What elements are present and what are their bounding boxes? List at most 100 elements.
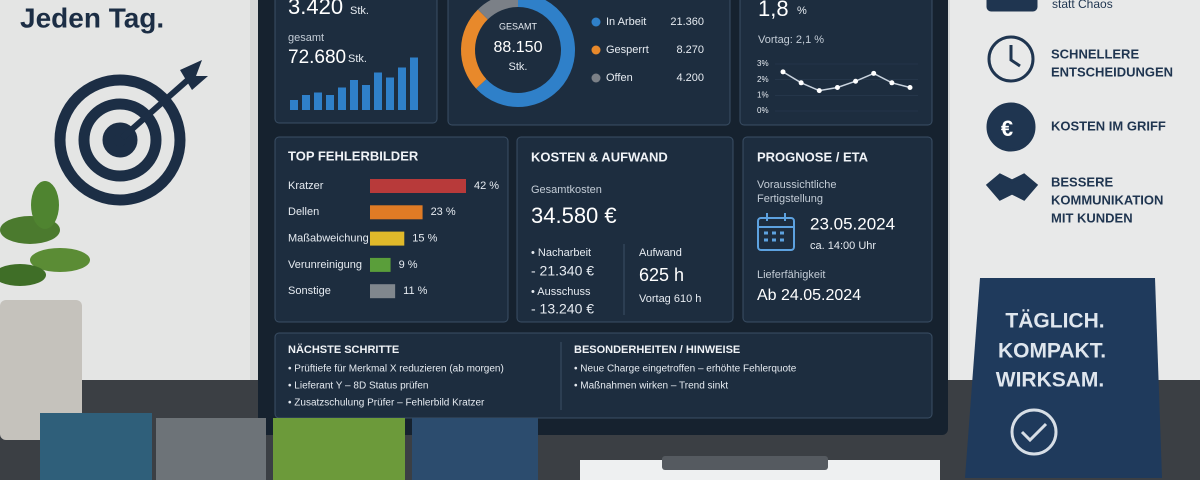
value-label: 42 % bbox=[474, 180, 499, 192]
forecast-date: 23.05.2024 bbox=[810, 214, 895, 233]
poster-item: statt Chaos bbox=[1052, 0, 1113, 11]
forecast-label: Fertigstellung bbox=[757, 193, 823, 205]
kpi-total: 72.680 bbox=[288, 47, 346, 68]
bar bbox=[370, 284, 396, 299]
bar bbox=[370, 179, 466, 193]
cost-item-value: - 21.340 € bbox=[531, 263, 594, 279]
value-label: 23 % bbox=[431, 206, 456, 218]
bar bbox=[350, 80, 358, 110]
legend-label: Gesperrt bbox=[606, 44, 649, 56]
rate-value: 1,8 bbox=[758, 0, 789, 21]
poster-icons bbox=[985, 0, 1039, 201]
donut-segment bbox=[476, 0, 575, 107]
panel bbox=[742, 136, 933, 323]
y-tick-label: 1% bbox=[757, 90, 769, 99]
panel-title: PROGNOSE / ETA bbox=[757, 149, 869, 164]
bar bbox=[290, 100, 298, 110]
forecast-time: ca. 14:00 Uhr bbox=[810, 240, 876, 252]
cost-total-label: Gesamtkosten bbox=[531, 184, 602, 196]
value-label: 11 % bbox=[403, 285, 427, 297]
list-item: • Zusatzschulung Prüfer – Fehlerbild Kra… bbox=[288, 398, 485, 409]
bar bbox=[386, 77, 394, 110]
effort: 625 h bbox=[639, 265, 684, 285]
point bbox=[798, 80, 804, 86]
donut-chart: In Arbeit 21.360 Gesperrt 8.270 Offen 4.200 bbox=[461, 0, 704, 107]
delivery-label: Lieferfähigkeit bbox=[757, 269, 826, 281]
legend-swatch bbox=[591, 45, 601, 55]
poster-item: MIT KUNDEN bbox=[1051, 210, 1133, 225]
point bbox=[889, 80, 895, 86]
kpi-value: 3.420 bbox=[288, 0, 343, 19]
poster-item: BESSERE bbox=[1051, 174, 1113, 189]
category-label: Kratzer bbox=[288, 180, 324, 192]
bar bbox=[410, 57, 418, 110]
euro-icon: € bbox=[1001, 116, 1013, 141]
legend-value: 8.270 bbox=[676, 44, 704, 56]
donut-segment bbox=[477, 0, 519, 20]
poster-item: SCHNELLERE bbox=[1051, 46, 1139, 61]
donut-center-unit: Stk. bbox=[509, 61, 528, 73]
forecast-label: Voraussichtliche bbox=[757, 179, 837, 191]
point bbox=[834, 85, 840, 90]
cost-total: 34.580 € bbox=[531, 203, 617, 228]
y-tick-label: 2% bbox=[757, 75, 769, 84]
point bbox=[907, 85, 913, 90]
y-tick-label: 3% bbox=[757, 59, 769, 68]
target-icon bbox=[54, 60, 208, 206]
kpi-total-label: gesamt bbox=[288, 32, 324, 44]
bar bbox=[370, 257, 391, 272]
point bbox=[816, 88, 822, 94]
panel-title: KOSTEN & AUFWAND bbox=[531, 149, 668, 164]
cost-item-label: • Ausschuss bbox=[531, 286, 591, 298]
category-label: Dellen bbox=[288, 206, 319, 218]
value-label: 15 % bbox=[412, 233, 437, 245]
bar bbox=[302, 95, 310, 110]
mini-bar-chart bbox=[290, 57, 418, 110]
list-item: • Prüftiefe für Merkmal X reduzieren (ab… bbox=[288, 364, 504, 375]
panel bbox=[739, 0, 933, 126]
poster-item: KOMMUNIKATION bbox=[1051, 192, 1163, 207]
legend-swatch bbox=[591, 73, 601, 83]
bar-chart: Kratzer 42 % Dellen 23 % Maßabweichung 15 % Ve… bbox=[288, 179, 499, 299]
calendar-icon bbox=[757, 213, 795, 251]
line-chart: 0% 1% 2% 3% bbox=[757, 59, 918, 115]
category-label: Verunreinigung bbox=[288, 259, 362, 271]
y-tick-label: 0% bbox=[757, 106, 769, 115]
bar bbox=[362, 85, 370, 110]
bar bbox=[326, 95, 334, 110]
category-label: Maßabweichung bbox=[288, 233, 369, 245]
poster-item: ENTSCHEIDUNGEN bbox=[1051, 64, 1173, 79]
calendar-line: KOMPAKT. bbox=[998, 340, 1106, 363]
poster-item: KOSTEN IM GRIFF bbox=[1051, 118, 1166, 133]
legend-label: In Arbeit bbox=[606, 16, 646, 28]
list-item: • Neue Charge eingetroffen – erhöhte Feh… bbox=[574, 364, 797, 375]
panel bbox=[274, 0, 438, 124]
delivery: Ab 24.05.2024 bbox=[757, 287, 861, 304]
legend-value: 21.360 bbox=[670, 16, 704, 28]
plant bbox=[0, 181, 90, 440]
calendar-stand bbox=[965, 278, 1162, 478]
panel-title: BESONDERHEITEN / HINWEISE bbox=[574, 344, 740, 356]
cost-item-label: • Nacharbeit bbox=[531, 247, 591, 259]
kpi-unit: Stk. bbox=[350, 5, 369, 17]
point bbox=[853, 78, 859, 84]
legend-swatch bbox=[591, 17, 601, 27]
line bbox=[782, 71, 911, 92]
rate-unit: % bbox=[797, 5, 807, 17]
point bbox=[780, 69, 786, 75]
bar bbox=[338, 87, 346, 110]
panel-title: NÄCHSTE SCHRITTE bbox=[288, 343, 399, 356]
donut-center-value: 88.150 bbox=[494, 39, 543, 56]
bar bbox=[314, 92, 322, 110]
effort-label: Aufwand bbox=[639, 247, 682, 259]
blocks bbox=[40, 413, 940, 480]
legend-label: Offen bbox=[606, 72, 633, 84]
list-item: • Maßnahmen wirken – Trend sinkt bbox=[574, 381, 728, 392]
bar bbox=[370, 205, 423, 220]
poster-title: Jeden Tag. bbox=[20, 2, 164, 33]
bar bbox=[398, 67, 406, 110]
kpi-total-unit: Stk. bbox=[348, 53, 367, 65]
list-item: • Lieferant Y – 8D Status prüfen bbox=[288, 381, 428, 392]
panel bbox=[274, 332, 933, 419]
